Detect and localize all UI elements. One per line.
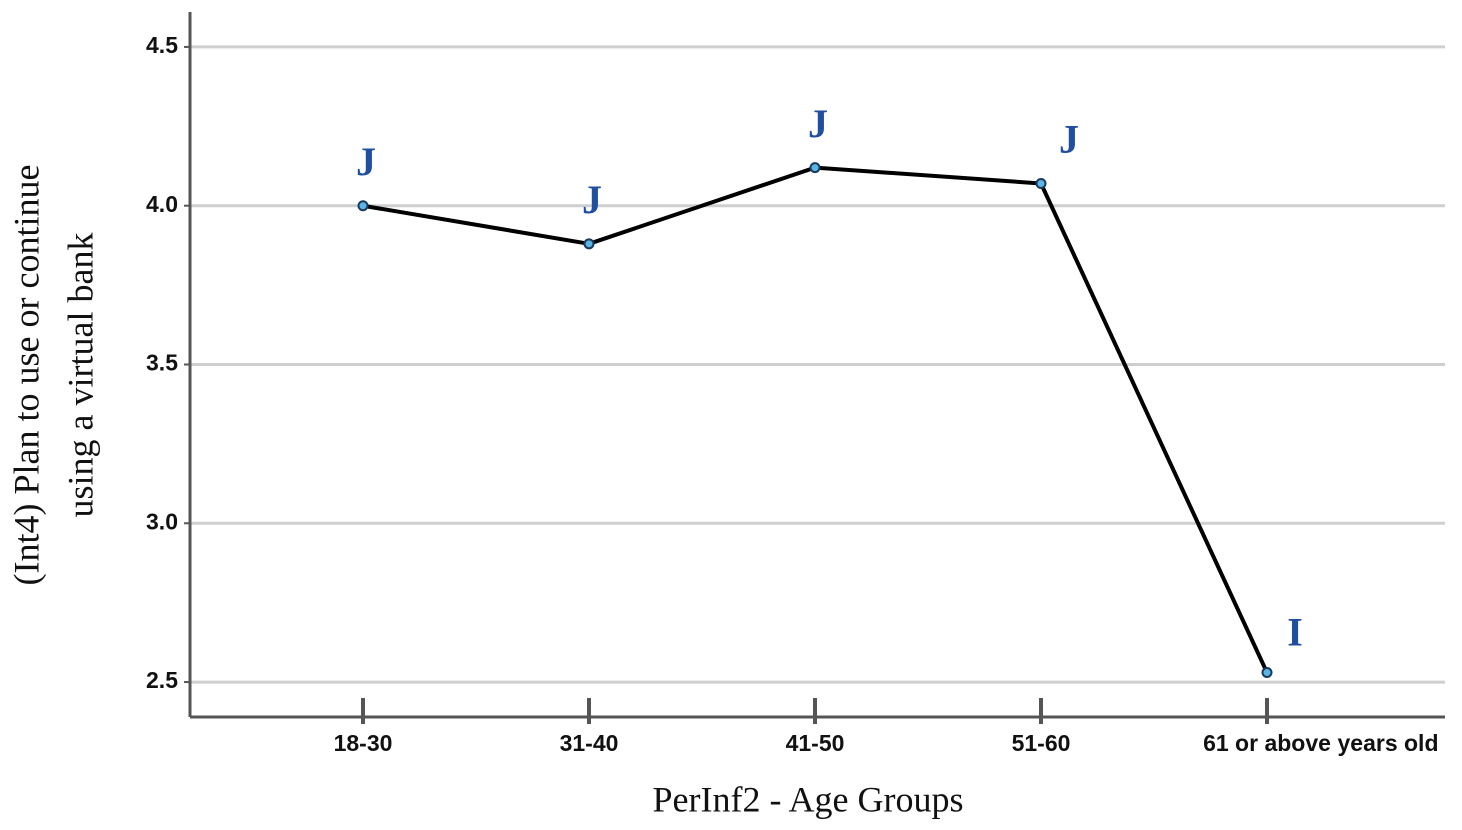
point-label: J <box>1059 117 1079 162</box>
x-unit-note: years old <box>1338 730 1439 756</box>
x-tick-label: 41-50 <box>786 730 845 756</box>
x-tick-label: 31-40 <box>560 730 619 756</box>
point <box>1261 667 1273 679</box>
x-tick-label: 61 or above <box>1203 730 1331 756</box>
point-label: I <box>1287 610 1303 655</box>
y-tick-label: 4.5 <box>146 32 178 58</box>
y-axis-title: using a virtual bank <box>60 233 100 518</box>
x-tick-label: 51-60 <box>1012 730 1071 756</box>
y-tick-label: 3.5 <box>146 350 178 376</box>
line <box>362 165 1269 674</box>
x-axis-title: PerInf2 - Age Groups <box>653 779 964 819</box>
y-tick-label: 4.0 <box>146 191 178 217</box>
y-axis-title: (Int4) Plan to use or continue <box>6 165 46 586</box>
point-label: J <box>356 139 376 184</box>
point-label: J <box>582 177 602 222</box>
y-tick-label: 2.5 <box>146 667 178 693</box>
point <box>809 162 821 174</box>
point-label: J <box>808 101 828 146</box>
y-tick-label: 3.0 <box>146 508 178 534</box>
point <box>357 200 369 212</box>
point <box>1035 177 1047 189</box>
point <box>583 238 595 250</box>
x-tick-label: 18-30 <box>334 730 393 756</box>
